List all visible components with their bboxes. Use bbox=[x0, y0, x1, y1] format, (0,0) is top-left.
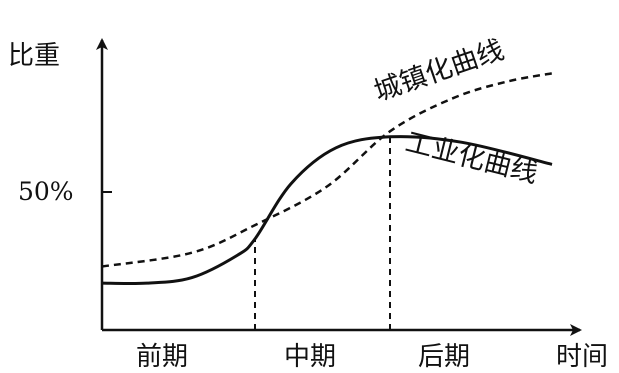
y-tick-label: 50% bbox=[18, 177, 74, 206]
y-axis-label: 比重 bbox=[8, 41, 60, 71]
stage-label-middle: 中期 bbox=[284, 342, 336, 372]
industrialization-curve-label: 工业化曲线 bbox=[402, 127, 540, 190]
industrialization-curve bbox=[101, 135, 553, 285]
urbanization-curve bbox=[101, 72, 553, 268]
urbanization-curve-label: 城镇化曲线 bbox=[370, 34, 508, 107]
x-axis-label: 时间 bbox=[556, 342, 608, 372]
stage-label-late: 后期 bbox=[418, 342, 470, 372]
stage-label-early: 前期 bbox=[136, 342, 188, 372]
